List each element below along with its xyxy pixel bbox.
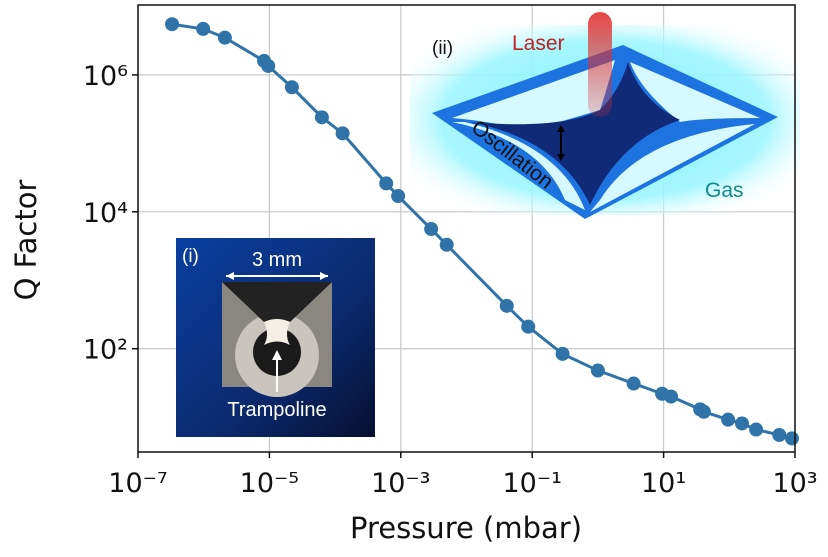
- data-point: [285, 80, 299, 94]
- x-tick-label: 10¹: [641, 468, 686, 499]
- data-point: [500, 299, 514, 313]
- data-point: [379, 176, 393, 190]
- data-point: [591, 364, 605, 378]
- data-point: [196, 22, 210, 36]
- annotation: Laser: [512, 32, 565, 55]
- data-point: [218, 31, 232, 45]
- annotation: Gas: [705, 179, 744, 202]
- data-point: [664, 390, 678, 404]
- data-point: [261, 59, 275, 73]
- data-point: [521, 320, 535, 334]
- x-axis-label: Pressure (mbar): [350, 511, 582, 545]
- chart: (i) 3 mm Trampoline (ii) Laser Oscillati…: [0, 0, 828, 557]
- data-point: [391, 189, 405, 203]
- annotation: (i): [182, 246, 199, 267]
- data-point: [315, 110, 329, 124]
- y-tick-label: 10⁴: [83, 198, 128, 229]
- y-tick-label: 10⁶: [83, 61, 128, 92]
- data-point: [749, 423, 763, 437]
- data-point: [165, 17, 179, 31]
- data-point: [721, 413, 735, 427]
- data-point: [735, 416, 749, 430]
- annotation: 3 mm: [252, 249, 302, 271]
- x-tick-label: 10⁻⁵: [240, 468, 299, 499]
- y-tick-label: 10²: [83, 335, 128, 366]
- x-tick-label: 10³: [772, 468, 817, 499]
- data-point: [556, 347, 570, 361]
- x-tick-label: 10⁻¹: [502, 468, 561, 499]
- data-point: [336, 126, 350, 140]
- inset-diagram: (ii) Laser Oscillation Gas: [410, 12, 800, 219]
- y-axis-label: Q Factor: [9, 180, 43, 301]
- annotation: (ii): [432, 38, 453, 59]
- data-point: [772, 428, 786, 442]
- data-point: [424, 222, 438, 236]
- data-point: [785, 431, 799, 445]
- data-point: [697, 405, 711, 419]
- x-tick-label: 10⁻³: [371, 468, 430, 499]
- inset-photo: (i) 3 mm Trampoline: [176, 238, 375, 437]
- annotation: Trampoline: [227, 399, 326, 421]
- x-tick-label: 10⁻⁷: [108, 468, 167, 499]
- data-point: [440, 238, 454, 252]
- data-point: [627, 377, 641, 391]
